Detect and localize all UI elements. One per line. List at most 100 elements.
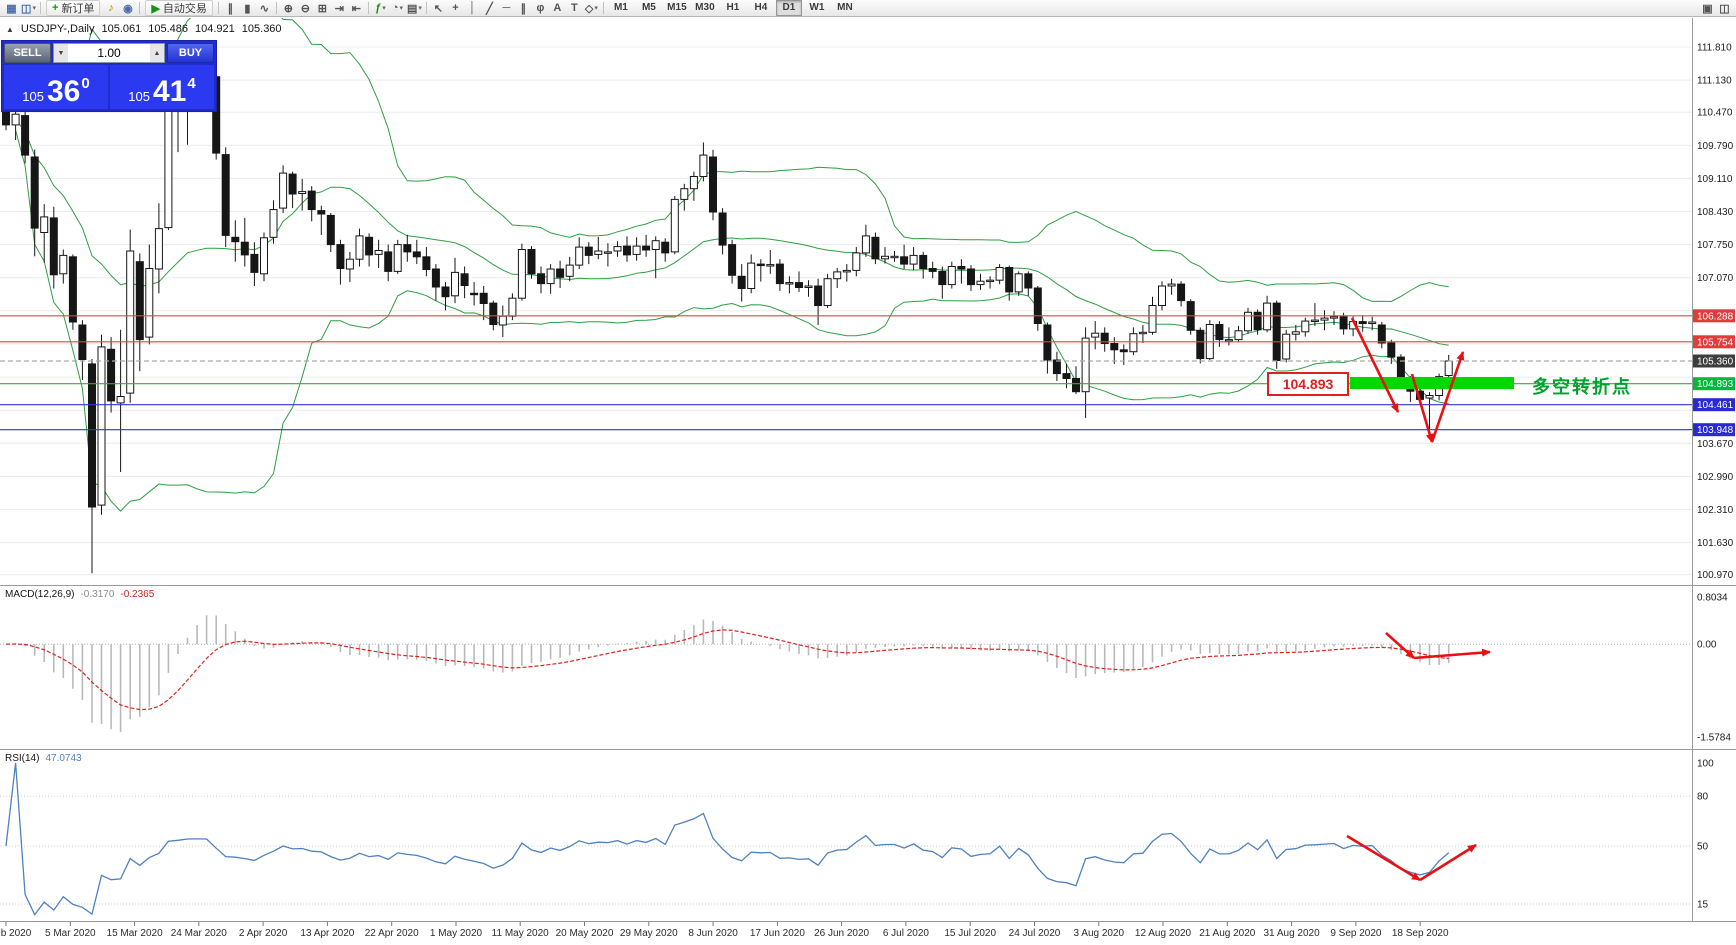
svg-text:5 Mar 2020: 5 Mar 2020: [45, 928, 96, 939]
text-icon[interactable]: A: [549, 0, 566, 17]
crosshair-icon[interactable]: +: [447, 0, 464, 17]
vertical-line-icon-icon: │: [468, 2, 476, 14]
support-price-label[interactable]: 104.893: [1267, 372, 1349, 396]
timeframe-h1-button[interactable]: H1: [726, 2, 740, 13]
shapes-icon[interactable]: ◇ ▾: [583, 0, 600, 17]
volume-decrease-button[interactable]: ▼: [54, 44, 68, 62]
candles-layer: [2, 51, 1453, 574]
new-order-button[interactable]: + 新订单: [46, 0, 101, 16]
svg-text:0.8034: 0.8034: [1697, 593, 1728, 604]
chart-shift-icon[interactable]: ⇤: [348, 0, 365, 17]
toolbar-separator: [275, 2, 277, 14]
svg-text:102.990: 102.990: [1697, 472, 1734, 483]
svg-text:109.110: 109.110: [1697, 174, 1733, 185]
toolbar-separator: [217, 2, 219, 14]
auto-scroll-icon[interactable]: ⇥: [331, 0, 348, 17]
new-chart-button[interactable]: ▦: [3, 0, 20, 17]
timeframe-h4-button[interactable]: H4: [754, 2, 768, 13]
svg-text:6 Jul 2020: 6 Jul 2020: [883, 928, 930, 939]
date-axis[interactable]: 5 Feb 2020 5 Mar 2020 15 Mar 2020 24 Mar 20…: [0, 922, 1449, 939]
autotrading-button[interactable]: ▶ 自动交易: [145, 0, 213, 16]
svg-text:15 Jul 2020: 15 Jul 2020: [944, 928, 996, 939]
timeframe-m15-button[interactable]: M15: [667, 2, 687, 13]
zoom-out-icon-icon: ⊖: [300, 2, 311, 15]
alerts-icon[interactable]: ♪: [102, 0, 119, 17]
svg-text:17 Jun 2020: 17 Jun 2020: [750, 928, 805, 939]
svg-text:103.948: 103.948: [1697, 425, 1734, 436]
timeframe-mn-button[interactable]: MN: [837, 2, 853, 13]
chevron-down-icon: ▾: [594, 5, 598, 12]
timeframe-m30-button[interactable]: M30: [695, 2, 715, 13]
trend-arrow-icon: ▲: [6, 24, 14, 34]
toolbar: ▦ ◫ ▾ + 新订单 ♪ ◉ ▶ 自动交易 ∥ ▮ ∿ ⊕ ⊖ ⊞ ⇥ ⇤ ƒ ▾ ◔ ▾ ▤ ▾ ↖ + │ ╱ ─ ∥ φ A T ◇ ▾ M…: [0, 0, 1736, 17]
annotation-arrow: [1413, 648, 1491, 660]
autotrading-icon: ▶: [151, 2, 160, 15]
rsi-pane: [0, 762, 1692, 916]
sell-price-point: 0: [81, 75, 90, 92]
channel-icon-icon: ∥: [520, 2, 527, 15]
price-scale[interactable]: 111.810 111.130 110.470 109.790 109.110 108.4…: [0, 18, 1736, 922]
window-cascade-icon[interactable]: ▣: [1699, 0, 1716, 17]
zoom-in-icon[interactable]: ⊕: [280, 0, 297, 17]
timeframe-m5-button[interactable]: M5: [641, 2, 656, 13]
svg-text:15: 15: [1697, 900, 1709, 911]
profiles-button[interactable]: ◫ ▾: [20, 0, 37, 17]
grid-icon-icon: ⊞: [317, 2, 328, 15]
new-order-button-label: 新订单: [61, 3, 95, 15]
timeframe-m1-button[interactable]: M1: [613, 2, 628, 13]
chart-ohlc-header: ▲ USDJPY-,Daily 105.061 105.486 104.921 …: [6, 23, 282, 35]
indicators-button[interactable]: ƒ ▾: [372, 0, 389, 17]
cursor-icon[interactable]: ↖: [430, 0, 447, 17]
sell-price-display[interactable]: 105 36 0: [4, 65, 108, 109]
timeframe-d1-button[interactable]: D1: [775, 0, 802, 16]
bar-chart-icon[interactable]: ∥: [222, 0, 239, 17]
chevron-down-icon: ▾: [32, 5, 36, 12]
candlestick-chart-icon[interactable]: ▮: [239, 0, 256, 17]
timeframe-w1-button[interactable]: W1: [809, 2, 825, 13]
bar-chart-icon-icon: ∥: [227, 2, 234, 15]
horizontal-line-icon[interactable]: ─: [498, 0, 515, 17]
window-tile-icon[interactable]: ◫: [1716, 0, 1733, 17]
text-label-icon[interactable]: T: [566, 0, 583, 17]
toolbar-separator: [139, 2, 141, 14]
annotation-arrow: [1350, 317, 1400, 413]
window-cascade-icon-icon: ▣: [1702, 2, 1713, 15]
zoom-out-icon[interactable]: ⊖: [297, 0, 314, 17]
svg-text:8 Jun 2020: 8 Jun 2020: [688, 928, 738, 939]
line-chart-icon[interactable]: ∿: [256, 0, 273, 17]
svg-text:111.130: 111.130: [1697, 76, 1732, 87]
rsi-indicator-label: RSI(14) 47.0743: [5, 753, 82, 764]
channel-icon[interactable]: ∥: [515, 0, 532, 17]
buy-price-prefix: 105: [128, 89, 150, 104]
svg-text:0.00: 0.00: [1697, 640, 1717, 651]
volume-input[interactable]: 1.00: [97, 46, 121, 60]
horizontal-line-icon-icon: ─: [502, 2, 511, 14]
shapes-icon-icon: ◇: [584, 2, 594, 15]
svg-text:1 May 2020: 1 May 2020: [430, 928, 483, 939]
fibonacci-icon[interactable]: φ: [532, 0, 549, 17]
volume-increase-button[interactable]: ▲: [150, 44, 164, 62]
new-order-icon: +: [52, 2, 59, 14]
buy-price-display[interactable]: 105 41 4: [110, 65, 214, 109]
svg-text:50: 50: [1697, 842, 1709, 853]
chevron-down-icon: ▾: [382, 5, 386, 12]
toolbar-separator: [602, 2, 604, 14]
community-icon[interactable]: ◉: [119, 0, 136, 17]
svg-text:104.893: 104.893: [1697, 379, 1734, 390]
buy-button[interactable]: BUY: [167, 43, 214, 63]
annotation-arrow: [1430, 351, 1465, 443]
svg-text:5 Feb 2020: 5 Feb 2020: [0, 928, 32, 939]
chart-shift-icon-icon: ⇤: [351, 2, 362, 15]
chart-symbol-period: USDJPY-,Daily: [20, 23, 95, 35]
buy-price-pips: 41: [152, 75, 187, 108]
templates-button[interactable]: ▤ ▾: [406, 0, 423, 17]
indicators-icon: ƒ: [375, 2, 382, 14]
vertical-line-icon[interactable]: │: [464, 0, 481, 17]
turning-point-label[interactable]: 多空转折点: [1532, 377, 1632, 397]
periods-button[interactable]: ◔ ▾: [389, 0, 406, 17]
trendline-icon[interactable]: ╱: [481, 0, 498, 17]
grid-icon[interactable]: ⊞: [314, 0, 331, 17]
sell-button[interactable]: SELL: [4, 43, 51, 63]
